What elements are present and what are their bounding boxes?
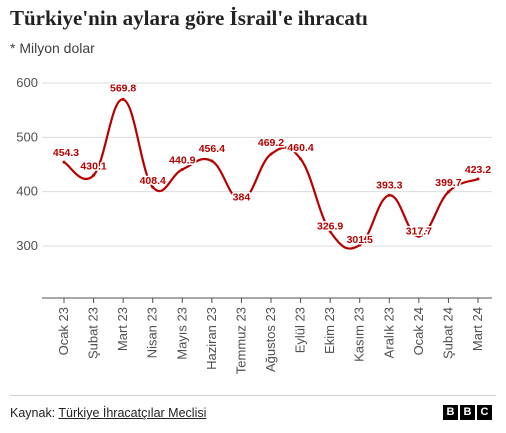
bbc-logo-letter-1: B [443,405,458,420]
data-point-7 [239,198,243,202]
x-tick-label-13: Ocak 24 [411,307,426,355]
x-tick-label-1: Ocak 23 [56,307,71,355]
data-point-12 [387,193,391,197]
x-tick-label-9: Eylül 23 [293,307,308,353]
data-point-1 [62,160,66,164]
x-tick-label-6: Haziran 23 [204,307,219,370]
data-point-3 [121,97,125,101]
bbc-logo-letter-2: B [460,405,475,420]
data-point-6 [210,159,214,163]
source-note: Kaynak: Türkiye İhracatçılar Meclisi [10,406,206,420]
x-axis: Ocak 23 Şubat 23 Mart 23 Nisan 23 Mayıs 23 Ha… [42,297,492,374]
data-label-4: 408.4 [140,175,166,187]
y-tick-label-300: 300 [16,238,38,253]
data-label-3: 569.8 [110,82,136,94]
x-tick-label-4: Nisan 23 [145,307,160,358]
data-point-13 [417,234,421,238]
data-label-6: 456.4 [199,143,225,155]
x-tick-label-14: Şubat 24 [440,307,455,359]
y-tick-label-400: 400 [16,184,38,199]
x-tick-label-3: Mart 23 [115,307,130,351]
y-tick-label-500: 500 [16,129,38,144]
x-tick-label-10: Ekim 23 [322,307,337,354]
y-axis: 300 400 500 600 [16,75,38,253]
data-label-5: 440.9 [169,154,195,166]
data-point-8 [269,152,273,156]
data-label-10: 326.9 [317,220,343,232]
data-point-10 [328,229,332,233]
data-label-2: 430.1 [80,160,106,172]
x-tick-label-7: Temmuz 23 [233,307,248,374]
data-label-8: 469.2 [258,137,284,149]
footer-divider [10,395,496,396]
data-label-12: 393.3 [376,179,402,191]
data-point-9 [299,157,303,161]
source-prefix: Kaynak: [10,406,56,420]
data-point-11 [358,243,362,247]
data-label-11: 301.5 [347,234,373,246]
x-tick-label-8: Ağustos 23 [263,307,278,372]
data-point-14 [446,190,450,194]
x-tick-label-5: Mayıs 23 [174,307,189,360]
data-point-5 [180,167,184,171]
line-chart: 300 400 500 600 Ocak 23 Şubat 23 Mart 23 Nisan… [16,75,492,374]
data-label-14: 399.7 [435,177,461,189]
chart-subtitle: * Milyon dolar [10,40,95,56]
x-tick-label-12: Aralık 23 [381,307,396,358]
data-label-13: 317.7 [406,225,432,237]
data-label-9: 460.4 [287,142,313,154]
data-label-1: 454.3 [53,147,79,159]
x-tick-label-15: Mart 24 [470,307,485,351]
y-tick-label-600: 600 [16,75,38,90]
x-tick-label-2: Şubat 23 [86,307,101,359]
source-link[interactable]: Türkiye İhracatçılar Meclisi [58,406,207,420]
data-label-7: 384 [233,191,251,203]
bbc-logo-letter-3: C [477,405,492,420]
chart-title: Türkiye'nin aylara göre İsrail'e ihracat… [10,6,368,30]
x-tick-label-11: Kasım 23 [352,307,367,362]
data-point-2 [92,173,96,177]
data-label-15: 423.2 [465,164,491,176]
data-point-15 [476,177,480,181]
series-line [62,97,480,250]
gridlines [42,82,492,247]
data-point-4 [151,185,155,189]
bbc-logo: B B C [443,405,492,420]
